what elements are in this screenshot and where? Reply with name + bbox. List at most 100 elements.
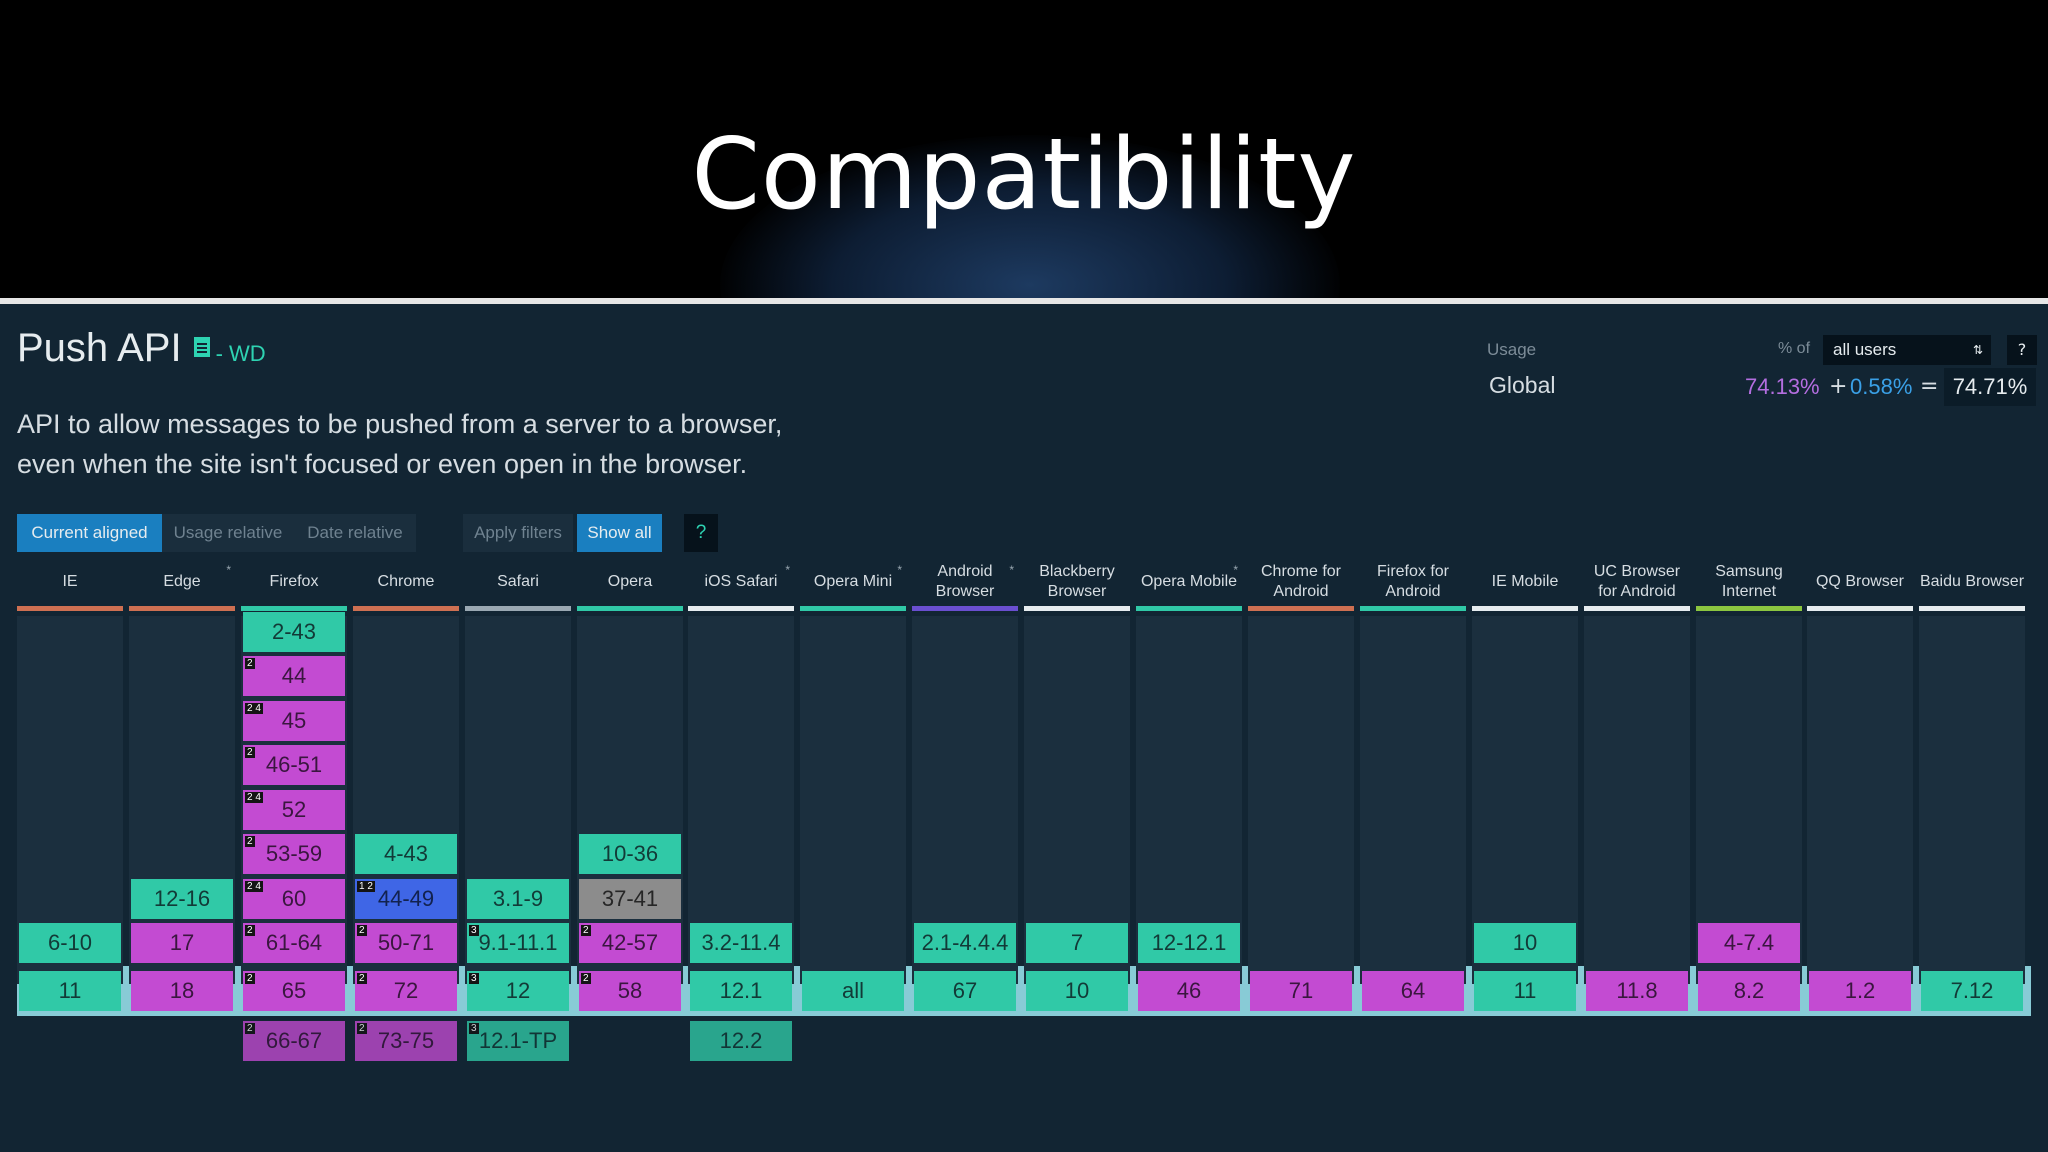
users-select[interactable]: all users ⇅: [1823, 335, 1991, 365]
footnote-badge: 2: [245, 747, 255, 758]
version-cell[interactable]: 37-41: [579, 879, 681, 919]
browser-name: Chrome for Android: [1260, 563, 1342, 600]
browser-column: [1136, 616, 1242, 984]
version-cell[interactable]: 50-71 2: [355, 923, 457, 963]
slide-title: Compatibility: [691, 118, 1357, 232]
apply-filters-button[interactable]: Apply filters: [463, 514, 573, 552]
browser-color-bar: [1919, 606, 2025, 611]
version-cell[interactable]: 64: [1362, 971, 1464, 1011]
date-relative-button[interactable]: Date relative: [294, 514, 416, 552]
footnote-badge: 2: [245, 1023, 255, 1034]
version-cell[interactable]: 1.2: [1809, 971, 1911, 1011]
version-cell[interactable]: 53-59 2: [243, 834, 345, 874]
version-cell[interactable]: 17: [131, 923, 233, 963]
version-cell[interactable]: 18: [131, 971, 233, 1011]
version-label: 46: [1176, 978, 1202, 1003]
version-cell[interactable]: 4-43: [355, 834, 457, 874]
version-cell[interactable]: 65 2: [243, 971, 345, 1011]
version-label: 1.2: [1844, 978, 1876, 1003]
version-cell[interactable]: 45 2 4: [243, 701, 345, 741]
version-cell[interactable]: 10-36: [579, 834, 681, 874]
version-cell[interactable]: 60 2 4: [243, 879, 345, 919]
footnote-badge: 2: [245, 925, 255, 936]
version-cell[interactable]: 12.2: [690, 1021, 792, 1061]
browser-name: Samsung Internet: [1715, 563, 1783, 600]
version-label: 37-41: [601, 886, 659, 911]
version-cell[interactable]: 7.12: [1921, 971, 2023, 1011]
version-label: 3.1-9: [492, 886, 544, 911]
show-all-button[interactable]: Show all: [577, 514, 662, 552]
version-cell[interactable]: 4-7.4: [1698, 923, 1800, 963]
version-cell[interactable]: 10: [1474, 923, 1576, 963]
current-aligned-button[interactable]: Current aligned: [17, 514, 162, 552]
version-cell[interactable]: 12-12.1: [1138, 923, 1240, 963]
browser-color-bar: [465, 606, 571, 611]
version-cell[interactable]: 72 2: [355, 971, 457, 1011]
version-cell[interactable]: 66-67 2: [243, 1021, 345, 1061]
version-cell[interactable]: 44-49 1 2: [355, 879, 457, 919]
browser-name: Android Browser: [935, 563, 995, 600]
browser-name: IE: [62, 573, 78, 590]
usage-help-button[interactable]: ?: [2007, 335, 2037, 365]
spec-document-icon[interactable]: [193, 337, 210, 358]
version-cell[interactable]: 2-43: [243, 612, 345, 652]
version-cell[interactable]: 12 3: [467, 971, 569, 1011]
version-cell[interactable]: 11.8: [1586, 971, 1688, 1011]
version-cell[interactable]: 46-51 2: [243, 745, 345, 785]
version-label: 71: [1288, 978, 1314, 1003]
browser-name: Opera: [607, 573, 653, 590]
version-cell[interactable]: 6-10: [19, 923, 121, 963]
usage-relative-button[interactable]: Usage relative: [162, 514, 294, 552]
version-cell[interactable]: 46: [1138, 971, 1240, 1011]
browser-header: Firefox: [241, 558, 347, 606]
version-cell[interactable]: 71: [1250, 971, 1352, 1011]
version-cell[interactable]: 67: [914, 971, 1016, 1011]
version-cell[interactable]: 42-57 2: [579, 923, 681, 963]
version-cell[interactable]: 11: [1474, 971, 1576, 1011]
version-cell[interactable]: 7: [1026, 923, 1128, 963]
version-cell[interactable]: 73-75 2: [355, 1021, 457, 1061]
spec-status[interactable]: - WD: [215, 341, 266, 366]
asterisk-icon: *: [897, 563, 902, 577]
browser-name: QQ Browser: [1815, 573, 1904, 590]
browser-color-bar: [1136, 606, 1242, 611]
browser-header: Baidu Browser: [1919, 558, 2025, 606]
version-cell[interactable]: 3.1-9: [467, 879, 569, 919]
version-cell[interactable]: all: [802, 971, 904, 1011]
version-label: 2.1-4.4.4: [921, 930, 1009, 955]
version-cell[interactable]: 3.2-11.4: [690, 923, 792, 963]
version-label: 64: [1400, 978, 1426, 1003]
browser-column: [1248, 616, 1354, 984]
version-label: 53-59: [265, 841, 323, 866]
version-cell[interactable]: 2.1-4.4.4: [914, 923, 1016, 963]
version-cell[interactable]: 9.1-11.1 3: [467, 923, 569, 963]
version-cell[interactable]: 58 2: [579, 971, 681, 1011]
version-cell[interactable]: 11: [19, 971, 121, 1011]
usage-plus: +: [1829, 374, 1848, 399]
version-cell[interactable]: 8.2: [1698, 971, 1800, 1011]
version-cell[interactable]: 52 2 4: [243, 790, 345, 830]
browser-header: Safari: [465, 558, 571, 606]
version-cell[interactable]: 12.1: [690, 971, 792, 1011]
footnote-badge: 2: [357, 925, 367, 936]
footnote-badge: 2: [245, 973, 255, 984]
footnote-badge: 2: [245, 836, 255, 847]
version-cell[interactable]: 12.1-TP 3: [467, 1021, 569, 1061]
browser-header: Samsung Internet: [1696, 558, 1802, 606]
version-cell[interactable]: 44 2: [243, 656, 345, 696]
browser-header: Blackberry Browser: [1024, 558, 1130, 606]
version-cell[interactable]: 10: [1026, 971, 1128, 1011]
filters-help-button[interactable]: ?: [684, 514, 718, 552]
browser-name: UC Browser for Android: [1593, 563, 1681, 600]
version-label: 7: [1070, 930, 1084, 955]
footnote-badge: 2: [581, 973, 591, 984]
browser-column: [353, 616, 459, 984]
browser-header: Opera Mobile *: [1136, 558, 1242, 606]
version-cell[interactable]: 61-64 2: [243, 923, 345, 963]
browser-column: [1807, 616, 1913, 984]
footnote-badge: 3: [469, 925, 479, 936]
version-label: 11: [58, 978, 82, 1003]
version-label: 65: [281, 978, 307, 1003]
version-cell[interactable]: 12-16: [131, 879, 233, 919]
browser-name: Edge: [163, 573, 201, 590]
